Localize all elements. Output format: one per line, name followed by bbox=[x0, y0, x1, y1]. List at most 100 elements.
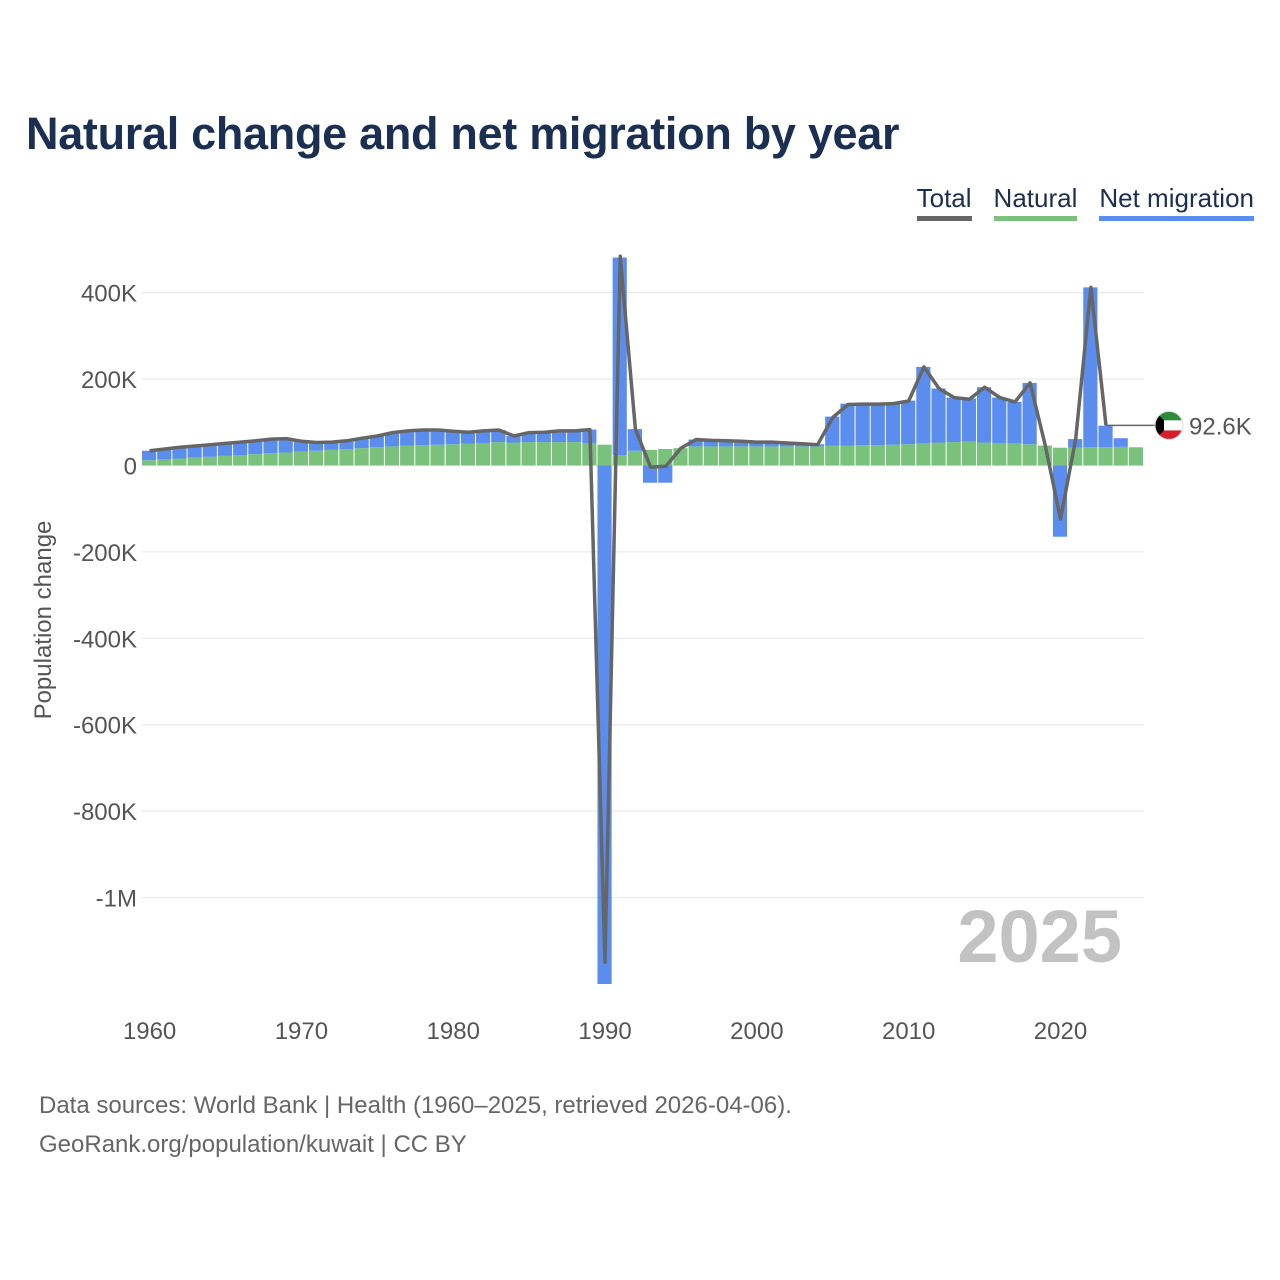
natural-bar bbox=[946, 442, 961, 466]
net-migration-bar bbox=[476, 430, 491, 443]
natural-bar bbox=[309, 450, 324, 466]
natural-bar bbox=[202, 456, 217, 466]
natural-bar bbox=[1113, 446, 1128, 466]
natural-bar bbox=[810, 446, 825, 466]
net-migration-bar bbox=[369, 436, 384, 448]
natural-bar bbox=[278, 452, 293, 466]
natural-bar bbox=[870, 445, 885, 466]
net-migration-bar bbox=[1113, 438, 1128, 447]
net-migration-bar bbox=[1052, 465, 1068, 537]
latest-value-label: 92.6K bbox=[1189, 413, 1252, 440]
natural-bar bbox=[885, 444, 901, 466]
natural-bar bbox=[233, 455, 248, 466]
net-migration-bar bbox=[460, 432, 475, 444]
y-tick-label: -800K bbox=[73, 799, 137, 826]
net-migration-bar bbox=[718, 440, 734, 447]
net-migration-bar bbox=[870, 403, 885, 446]
y-tick-label: 200K bbox=[81, 367, 137, 394]
natural-bar bbox=[491, 442, 506, 466]
net-migration-bar bbox=[1007, 401, 1022, 444]
x-tick-label: 1970 bbox=[275, 1018, 328, 1045]
net-migration-bar bbox=[901, 400, 916, 445]
population-change-chart: 400K 200K 0 -200K -400K -600K -800K -1M Populati… bbox=[30, 254, 1252, 1045]
net-migration-bar bbox=[293, 441, 308, 452]
net-migration-bar bbox=[764, 442, 779, 447]
y-tick-label: -400K bbox=[73, 626, 137, 653]
natural-bar bbox=[916, 443, 931, 466]
natural-bar bbox=[263, 453, 278, 466]
natural-bar bbox=[217, 455, 233, 466]
net-migration-bar bbox=[248, 440, 263, 455]
natural-bar bbox=[764, 446, 779, 466]
net-migration-bar bbox=[688, 439, 703, 447]
net-migration-bar bbox=[142, 450, 157, 461]
natural-bar bbox=[901, 444, 916, 466]
legend: Total Natural Net migration bbox=[916, 183, 1254, 221]
legend-natural[interactable]: Natural bbox=[993, 183, 1078, 221]
net-migration-bar bbox=[567, 430, 582, 443]
y-tick-label: -200K bbox=[73, 540, 137, 567]
net-migration-bar bbox=[1083, 287, 1098, 448]
natural-bar bbox=[749, 446, 764, 466]
y-axis-label: Population change bbox=[30, 521, 57, 720]
source-line-1: Data sources: World Bank | Health (1960–… bbox=[39, 1092, 792, 1119]
net-migration-bar bbox=[551, 430, 567, 443]
natural-bar bbox=[627, 450, 642, 466]
natural-bar bbox=[172, 458, 187, 466]
y-tick-label: -600K bbox=[73, 713, 137, 740]
natural-bar bbox=[369, 447, 384, 466]
y-tick-label: 400K bbox=[81, 281, 137, 308]
net-migration-bar bbox=[749, 442, 764, 447]
net-migration-bar bbox=[415, 429, 430, 446]
natural-bar bbox=[339, 449, 354, 466]
natural-bar bbox=[384, 446, 400, 466]
net-migration-bar bbox=[977, 387, 992, 443]
net-migration-bar bbox=[1098, 425, 1113, 448]
natural-bar bbox=[460, 443, 475, 466]
net-migration-bar bbox=[992, 397, 1007, 443]
net-migration-bar bbox=[324, 442, 339, 450]
natural-bar bbox=[992, 442, 1007, 466]
natural-bar bbox=[476, 442, 491, 466]
net-migration-bar bbox=[354, 438, 369, 449]
net-migration-bar bbox=[961, 398, 976, 442]
kuwait-flag-icon bbox=[1155, 411, 1183, 440]
net-migration-bar bbox=[946, 397, 961, 443]
source-line-2[interactable]: GeoRank.org/population/kuwait | CC BY bbox=[39, 1131, 467, 1158]
natural-bar bbox=[794, 446, 809, 466]
net-migration-bar bbox=[202, 444, 217, 457]
net-migration-bar bbox=[187, 445, 202, 458]
natural-bar bbox=[734, 446, 749, 466]
natural-bar bbox=[597, 444, 612, 466]
natural-bar bbox=[1128, 447, 1143, 466]
net-migration-bar bbox=[931, 388, 946, 443]
natural-bar bbox=[977, 442, 992, 466]
natural-bar bbox=[248, 454, 263, 466]
natural-bar bbox=[445, 444, 460, 466]
net-migration-bar bbox=[840, 403, 855, 446]
net-migration-bar bbox=[445, 431, 460, 445]
net-migration-bar bbox=[885, 403, 901, 445]
natural-bar bbox=[1007, 443, 1022, 466]
natural-bar bbox=[961, 441, 976, 466]
natural-bar bbox=[142, 460, 157, 466]
net-migration-bar bbox=[658, 465, 673, 483]
natural-bar bbox=[1098, 447, 1113, 466]
source-note: Data sources: World Bank | Health (1960–… bbox=[39, 1086, 792, 1164]
natural-bar bbox=[1083, 447, 1098, 466]
net-migration-bar bbox=[157, 449, 172, 460]
natural-bar bbox=[354, 448, 369, 466]
legend-net-migration[interactable]: Net migration bbox=[1099, 183, 1254, 221]
natural-bar bbox=[293, 451, 308, 466]
natural-bar bbox=[400, 445, 415, 466]
natural-bar bbox=[521, 442, 536, 466]
net-migration-bar bbox=[217, 443, 233, 456]
legend-total[interactable]: Total bbox=[916, 183, 972, 221]
net-migration-bar bbox=[278, 438, 293, 453]
natural-bar bbox=[430, 444, 445, 466]
natural-bar bbox=[187, 457, 202, 466]
natural-bar bbox=[324, 449, 339, 466]
natural-bar bbox=[415, 445, 430, 466]
natural-bar bbox=[1052, 447, 1068, 466]
net-migration-bar bbox=[309, 442, 324, 451]
